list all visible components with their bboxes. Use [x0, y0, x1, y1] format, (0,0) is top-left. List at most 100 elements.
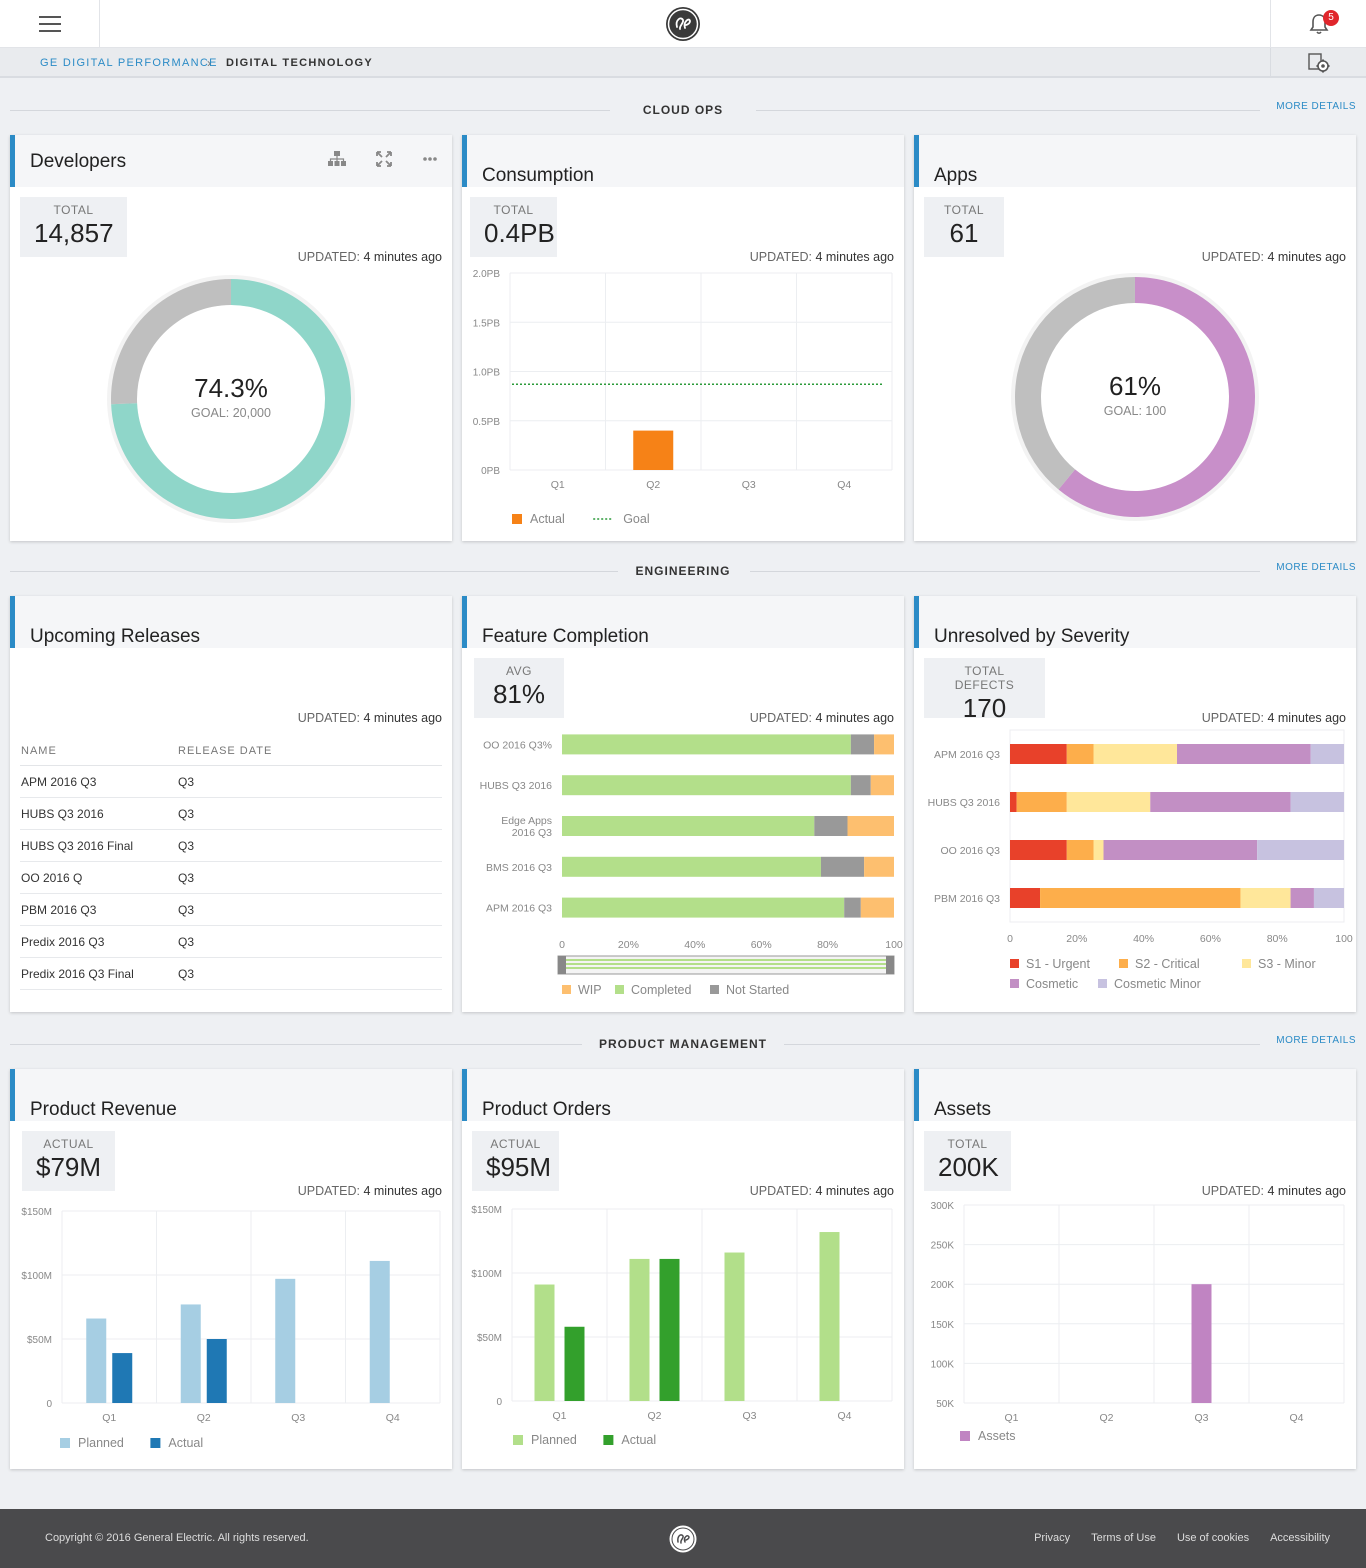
footer-link-privacy[interactable]: Privacy — [1034, 1532, 1071, 1544]
bar-segment[interactable] — [864, 856, 894, 877]
bar[interactable] — [724, 1252, 745, 1401]
legend-label[interactable]: Planned — [78, 1436, 124, 1450]
legend-label[interactable]: Cosmetic Minor — [1114, 977, 1201, 991]
bar-segment[interactable] — [1010, 840, 1067, 860]
bar-segment[interactable] — [1066, 840, 1094, 860]
bar-segment[interactable] — [1290, 792, 1344, 812]
bar[interactable] — [659, 1258, 680, 1401]
legend-label[interactable]: WIP — [578, 983, 602, 997]
bar-segment[interactable] — [814, 816, 848, 836]
kpi-box: AVG 81% — [474, 658, 564, 718]
legend-label[interactable]: Actual — [530, 512, 565, 526]
more-details-link[interactable]: MORE DETAILS — [1276, 562, 1356, 573]
bar-segment[interactable] — [1313, 888, 1344, 908]
bar-segment[interactable] — [1257, 840, 1344, 860]
legend-label[interactable]: Not Started — [726, 983, 789, 997]
chevron-right-icon: › — [207, 56, 211, 70]
table-row[interactable]: HUBS Q3 2016 Final Q3 — [20, 830, 442, 862]
bar-segment[interactable] — [1177, 744, 1311, 764]
bar[interactable] — [819, 1232, 840, 1401]
bar[interactable] — [629, 1258, 650, 1401]
bar-segment[interactable] — [847, 816, 894, 836]
bar[interactable] — [369, 1260, 390, 1403]
table-row[interactable]: Predix 2016 Q3 Q3 — [20, 926, 442, 958]
table-row[interactable]: HUBS Q3 2016 Q3 — [20, 798, 442, 830]
bar-segment[interactable] — [562, 775, 851, 796]
more-details-link[interactable]: MORE DETAILS — [1276, 1035, 1356, 1046]
bar[interactable] — [275, 1278, 296, 1403]
bar-segment[interactable] — [562, 816, 815, 836]
bar-segment[interactable] — [874, 734, 894, 755]
table-row[interactable]: PBM 2016 Q3 Q3 — [20, 894, 442, 926]
bar[interactable] — [112, 1353, 133, 1403]
legend-label[interactable]: Cosmetic — [1026, 977, 1078, 991]
bar-segment[interactable] — [1093, 840, 1104, 860]
expand-icon[interactable] — [376, 151, 392, 167]
bar[interactable] — [206, 1339, 227, 1403]
bar-segment[interactable] — [562, 856, 821, 877]
legend-label[interactable]: Actual — [168, 1436, 203, 1450]
legend-label[interactable]: S3 - Minor — [1258, 957, 1316, 971]
bar-segment[interactable] — [1066, 744, 1094, 764]
bar-segment[interactable] — [1310, 744, 1344, 764]
donut-value-arc[interactable] — [1058, 277, 1255, 517]
column-header-release-date[interactable]: RELEASE DATE — [178, 744, 273, 757]
bar-segment[interactable] — [1066, 792, 1151, 812]
settings-button[interactable] — [1270, 48, 1366, 78]
more-details-link[interactable]: MORE DETAILS — [1276, 101, 1356, 112]
x-tick-label: Q2 — [646, 479, 660, 491]
bar[interactable] — [1191, 1284, 1212, 1403]
more-options-icon[interactable] — [422, 151, 438, 167]
bar-segment[interactable] — [1103, 840, 1258, 860]
table-row[interactable]: APM 2016 Q3 Q3 — [20, 766, 442, 798]
bar-segment[interactable] — [1240, 888, 1291, 908]
footer-link-terms[interactable]: Terms of Use — [1091, 1532, 1156, 1544]
menu-button[interactable] — [0, 0, 100, 48]
hierarchy-icon[interactable] — [328, 151, 346, 167]
bar-segment[interactable] — [1093, 744, 1178, 764]
legend-label[interactable]: Planned — [531, 1433, 577, 1447]
bar-segment[interactable] — [850, 734, 875, 755]
bar[interactable] — [633, 430, 674, 470]
legend-label[interactable]: Actual — [621, 1433, 656, 1447]
bar[interactable] — [534, 1284, 555, 1401]
range-scrollbar[interactable] — [557, 955, 895, 975]
table-row[interactable]: Predix 2016 Q3 Final Q3 — [20, 958, 442, 990]
bar-segment[interactable] — [562, 897, 845, 918]
bar-segment[interactable] — [1150, 792, 1291, 812]
table-row[interactable]: OO 2016 Q Q3 — [20, 862, 442, 894]
scrollbar-handle[interactable] — [558, 956, 566, 974]
bar[interactable] — [564, 1326, 585, 1401]
bar-segment[interactable] — [844, 897, 861, 918]
bar-segment[interactable] — [870, 775, 894, 796]
bar-segment[interactable] — [1290, 888, 1314, 908]
legend-label[interactable]: S1 - Urgent — [1026, 957, 1090, 971]
bar-segment[interactable] — [860, 897, 894, 918]
bar-segment[interactable] — [1010, 888, 1041, 908]
notifications-button[interactable]: 5 — [1270, 0, 1366, 48]
legend-label[interactable]: S2 - Critical — [1135, 957, 1200, 971]
bar-segment[interactable] — [1040, 888, 1241, 908]
column-header-name[interactable]: NAME — [21, 744, 57, 757]
bar-segment[interactable] — [1010, 792, 1017, 812]
footer-link-cookies[interactable]: Use of cookies — [1176, 1532, 1250, 1544]
x-tick-label: 60% — [751, 939, 772, 951]
bar-segment[interactable] — [820, 856, 865, 877]
legend-label[interactable]: Assets — [978, 1429, 1016, 1443]
footer-link-accessibility[interactable]: Accessibility — [1270, 1532, 1330, 1544]
scrollbar-handle[interactable] — [886, 956, 894, 974]
legend-label[interactable]: Goal — [623, 512, 649, 526]
legend-label[interactable]: Completed — [631, 983, 691, 997]
breadcrumb-parent-link[interactable]: GE DIGITAL PERFORMANCE — [40, 57, 218, 69]
ge-logo-icon[interactable] — [665, 6, 701, 42]
donut-remainder-arc[interactable] — [1015, 277, 1135, 490]
bar-segment[interactable] — [1010, 744, 1067, 764]
bar-segment[interactable] — [1016, 792, 1067, 812]
updated-label: UPDATED: — [297, 1184, 360, 1198]
donut-remainder-arc[interactable] — [111, 279, 231, 405]
y-tick-label: $150M — [21, 1207, 52, 1218]
bar-segment[interactable] — [850, 775, 871, 796]
bar-segment[interactable] — [562, 734, 851, 755]
bar[interactable] — [86, 1318, 107, 1403]
bar[interactable] — [180, 1304, 201, 1403]
